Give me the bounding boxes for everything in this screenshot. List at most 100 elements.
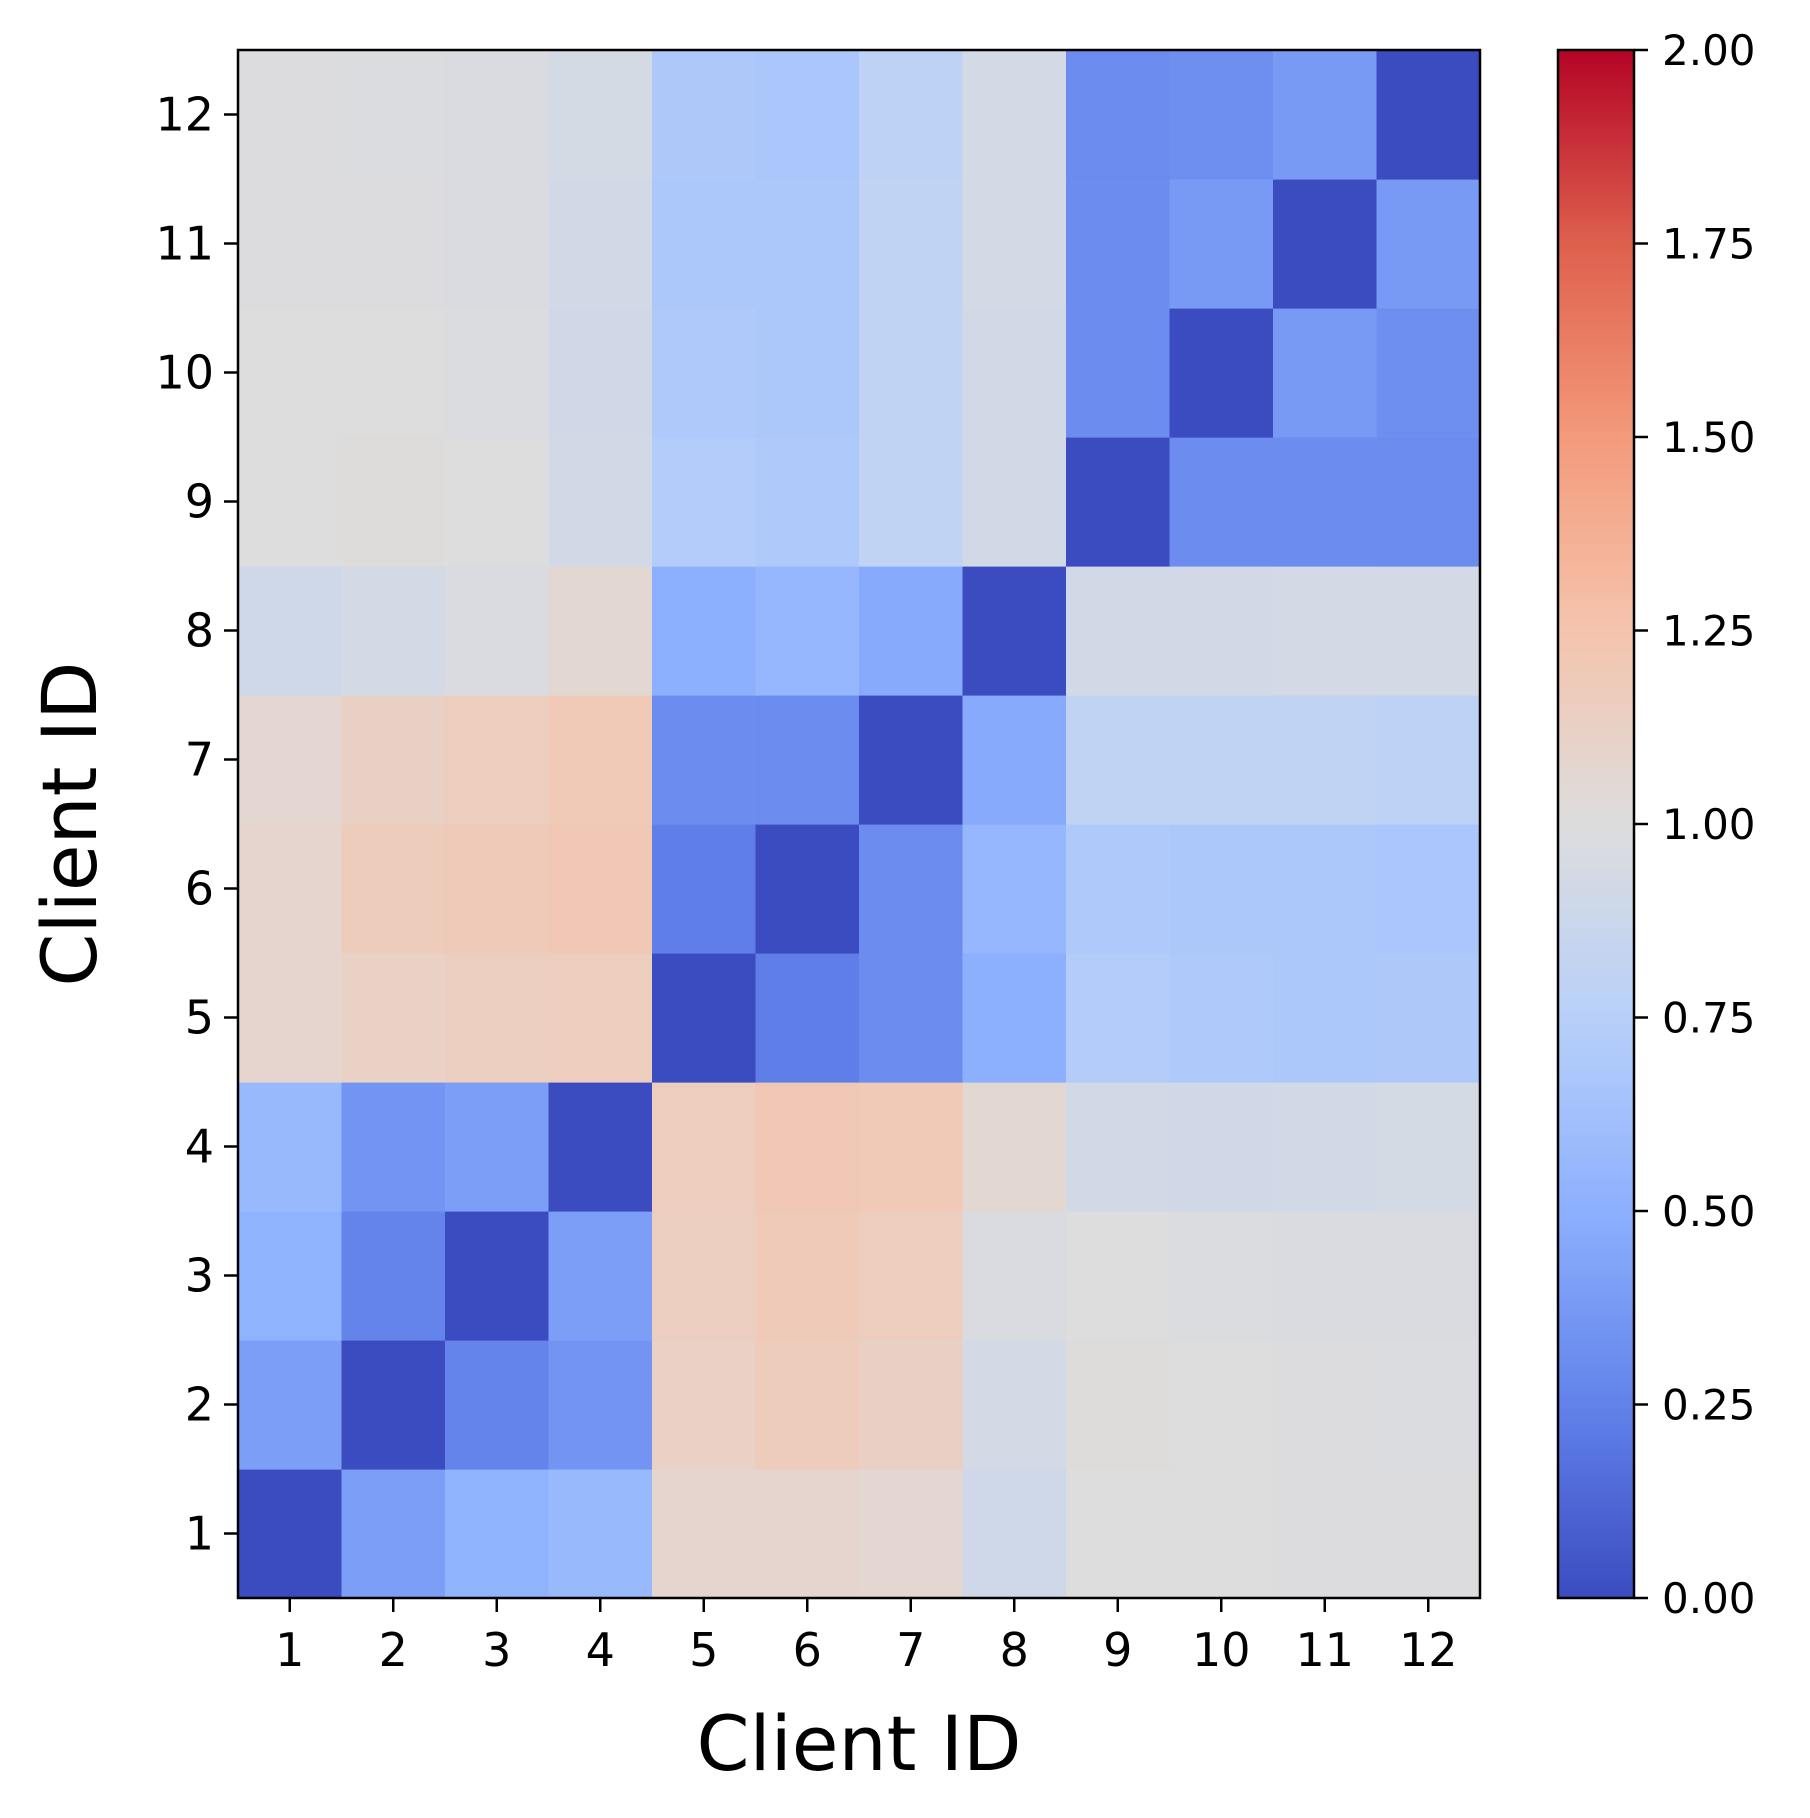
heatmap-cell-6-12 [1376, 824, 1481, 954]
colorbar-tick-label: 0.25 [1662, 1381, 1756, 1430]
heatmap-cell-6-11 [1273, 824, 1378, 954]
heatmap-cell-9-8 [962, 437, 1067, 567]
heatmap-cell-1-6 [755, 1469, 860, 1599]
heatmap-cell-10-8 [962, 308, 1067, 438]
heatmap-cell-8-5 [652, 566, 757, 696]
heatmap-cell-10-11 [1273, 308, 1378, 438]
y-tick-label: 2 [185, 1378, 214, 1432]
heatmap-cell-10-10 [1169, 308, 1274, 438]
heatmap-cell-1-8 [962, 1469, 1067, 1599]
heatmap-cell-2-7 [859, 1340, 964, 1470]
heatmap-cell-4-6 [755, 1082, 860, 1212]
y-tick-label: 12 [155, 88, 214, 142]
heatmap-cell-9-3 [445, 437, 550, 567]
heatmap-cell-6-2 [341, 824, 446, 954]
heatmap-cell-7-6 [755, 695, 860, 825]
heatmap-cell-1-12 [1376, 1469, 1481, 1599]
y-tick-label: 11 [155, 217, 214, 271]
heatmap-cell-8-4 [548, 566, 653, 696]
heatmap-cell-7-10 [1169, 695, 1274, 825]
x-tick-label: 5 [689, 1623, 718, 1677]
heatmap-cell-8-1 [238, 566, 343, 696]
heatmap-cell-7-5 [652, 695, 757, 825]
heatmap-cell-9-1 [238, 437, 343, 567]
y-tick-label: 6 [185, 862, 214, 916]
heatmap-cell-5-3 [445, 953, 550, 1083]
y-tick-label: 3 [185, 1249, 214, 1303]
y-tick-label: 4 [185, 1120, 214, 1174]
heatmap-cell-2-8 [962, 1340, 1067, 1470]
heatmap-cell-5-5 [652, 953, 757, 1083]
heatmap-cell-7-4 [548, 695, 653, 825]
heatmap-cell-3-3 [445, 1211, 550, 1341]
heatmap-cell-5-2 [341, 953, 446, 1083]
y-tick-label: 1 [185, 1507, 214, 1561]
heatmap-cell-11-4 [548, 179, 653, 309]
heatmap-cell-5-1 [238, 953, 343, 1083]
heatmap-cell-8-10 [1169, 566, 1274, 696]
heatmap-cell-3-8 [962, 1211, 1067, 1341]
heatmap-cell-7-2 [341, 695, 446, 825]
x-tick-label: 8 [1000, 1623, 1029, 1677]
colorbar-tick-label: 0.75 [1662, 994, 1756, 1043]
heatmap-cell-9-5 [652, 437, 757, 567]
heatmap-cell-2-3 [445, 1340, 550, 1470]
heatmap-cell-2-4 [548, 1340, 653, 1470]
heatmap-cell-2-6 [755, 1340, 860, 1470]
heatmap-cell-11-3 [445, 179, 550, 309]
heatmap-cell-9-2 [341, 437, 446, 567]
heatmap-cell-9-7 [859, 437, 964, 567]
heatmap-cell-7-7 [859, 695, 964, 825]
heatmap-cell-4-1 [238, 1082, 343, 1212]
heatmap-cell-2-11 [1273, 1340, 1378, 1470]
heatmap-cell-12-1 [238, 50, 343, 180]
heatmap-cell-2-9 [1066, 1340, 1171, 1470]
colorbar-tick-label: 0.00 [1662, 1574, 1756, 1623]
x-axis-title: Client ID [696, 1699, 1021, 1788]
heatmap-cell-11-6 [755, 179, 860, 309]
heatmap-cell-12-4 [548, 50, 653, 180]
heatmap-cell-10-2 [341, 308, 446, 438]
heatmap-cell-10-9 [1066, 308, 1171, 438]
heatmap-cell-8-3 [445, 566, 550, 696]
x-tick-label: 7 [896, 1623, 925, 1677]
y-tick-label: 10 [155, 346, 214, 400]
heatmap-cell-9-6 [755, 437, 860, 567]
colorbar-tick-label: 0.50 [1662, 1187, 1756, 1236]
heatmap-cells [238, 50, 1481, 1599]
heatmap-cell-1-2 [341, 1469, 446, 1599]
heatmap-cell-12-2 [341, 50, 446, 180]
y-tick-label: 9 [185, 475, 214, 529]
x-tick-label: 12 [1399, 1623, 1458, 1677]
heatmap-cell-1-11 [1273, 1469, 1378, 1599]
heatmap-cell-3-11 [1273, 1211, 1378, 1341]
heatmap-cell-1-5 [652, 1469, 757, 1599]
x-axis: 1 2 3 4 5 6 7 8 9 10 11 12 [275, 1598, 1458, 1677]
heatmap-cell-1-3 [445, 1469, 550, 1599]
heatmap-cell-12-8 [962, 50, 1067, 180]
heatmap-cell-12-5 [652, 50, 757, 180]
y-tick-label: 7 [185, 733, 214, 787]
heatmap-cell-6-7 [859, 824, 964, 954]
heatmap-cell-11-12 [1376, 179, 1481, 309]
heatmap-cell-7-8 [962, 695, 1067, 825]
heatmap-cell-5-9 [1066, 953, 1171, 1083]
heatmap-cell-7-12 [1376, 695, 1481, 825]
heatmap-cell-3-12 [1376, 1211, 1481, 1341]
heatmap-cell-10-6 [755, 308, 860, 438]
heatmap-cell-6-10 [1169, 824, 1274, 954]
heatmap-cell-6-8 [962, 824, 1067, 954]
plot-frame [236, 48, 1482, 1600]
heatmap-cell-12-3 [445, 50, 550, 180]
heatmap-cell-9-11 [1273, 437, 1378, 567]
heatmap-cell-7-11 [1273, 695, 1378, 825]
x-tick-label: 4 [586, 1623, 615, 1677]
heatmap-cell-4-4 [548, 1082, 653, 1212]
heatmap-cell-8-2 [341, 566, 446, 696]
heatmap-cell-1-1 [238, 1469, 343, 1599]
x-tick-label: 1 [275, 1623, 304, 1677]
x-tick-label: 9 [1103, 1623, 1132, 1677]
heatmap-cell-4-2 [341, 1082, 446, 1212]
x-tick-label: 11 [1295, 1623, 1354, 1677]
